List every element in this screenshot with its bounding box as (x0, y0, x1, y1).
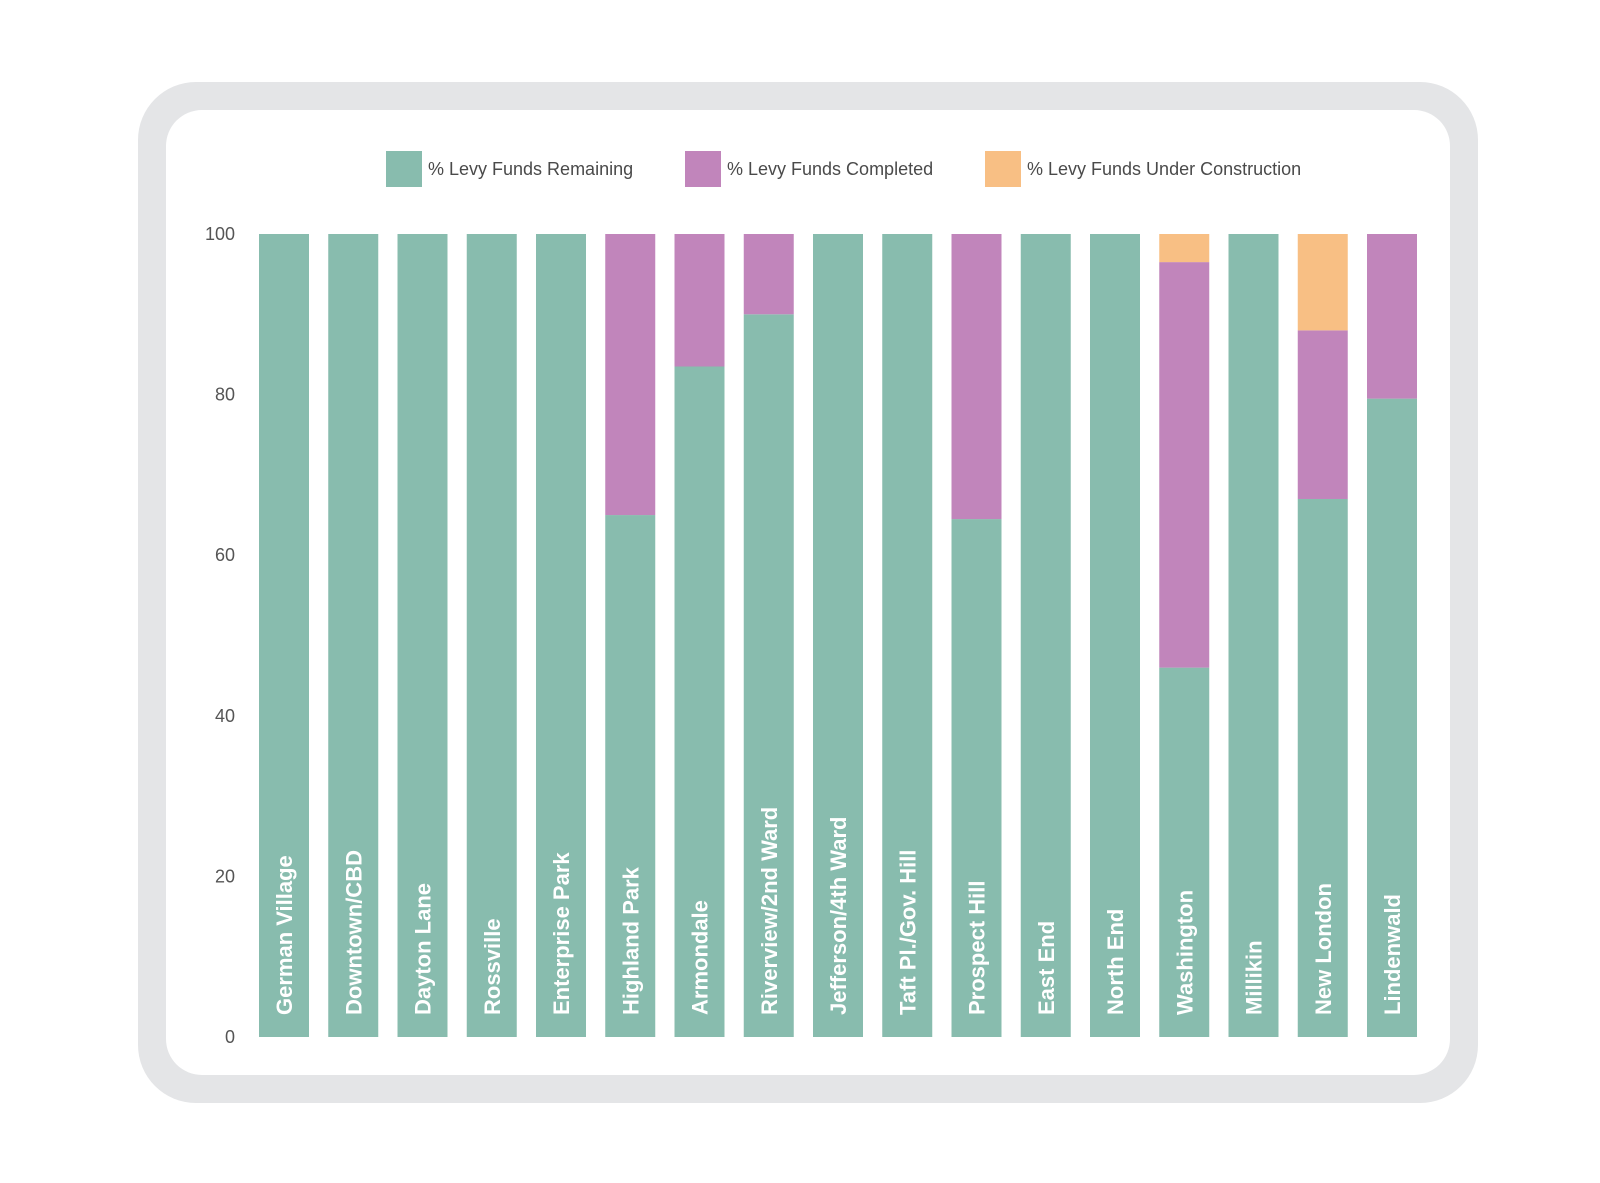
bar-segment-remaining (813, 234, 863, 1037)
bar-segment-completed (1297, 330, 1348, 499)
legend-label-completed: % Levy Funds Completed (727, 159, 934, 179)
y-tick-label: 100 (205, 224, 235, 244)
bar-segment-remaining (1297, 498, 1348, 1037)
category-label: Prospect Hill (965, 881, 990, 1015)
category-label: North End (1103, 909, 1128, 1015)
legend-swatch-remaining (386, 151, 422, 187)
legend-label-remaining: % Levy Funds Remaining (428, 159, 634, 179)
category-label: Washington (1172, 890, 1197, 1015)
bar-segment-completed (1367, 234, 1417, 399)
bar-segment-remaining (1367, 398, 1417, 1037)
bar-segment-construction (1159, 234, 1210, 263)
category-label: Enterprise Park (549, 852, 574, 1015)
bar-segment-remaining (674, 366, 725, 1037)
y-tick-label: 80 (215, 385, 235, 405)
legend-label-construction: % Levy Funds Under Construction (1027, 159, 1302, 179)
legend-swatch-construction (985, 151, 1021, 187)
bar-segment-completed (674, 234, 725, 367)
category-label: Jefferson/4th Ward (826, 817, 851, 1015)
category-label: Millikin (1242, 940, 1267, 1015)
bar-segment-remaining (605, 515, 656, 1037)
bar-segment-construction (1297, 234, 1348, 331)
category-label: Lindenwald (1380, 894, 1405, 1015)
bar-segment-remaining (1090, 234, 1140, 1037)
bar-segment-remaining (1020, 234, 1071, 1037)
category-label: East End (1034, 921, 1059, 1015)
y-tick-label: 20 (215, 866, 235, 886)
y-tick-label: 60 (215, 545, 235, 565)
category-label: Riverview/2nd Ward (757, 807, 782, 1015)
y-tick-label: 40 (215, 706, 235, 726)
bar-segment-completed (1159, 262, 1210, 668)
bar-segment-remaining (466, 234, 517, 1037)
bar-segment-completed (951, 234, 1002, 520)
bar-segment-completed (605, 234, 656, 516)
category-label: Armondale (688, 900, 713, 1015)
bar-segment-remaining (951, 519, 1002, 1037)
bar-segment-remaining (397, 234, 448, 1037)
category-label: Rossville (480, 918, 505, 1015)
category-label: Taft Pl./Gov. Hill (895, 850, 920, 1015)
bar-segment-remaining (1159, 667, 1210, 1037)
y-tick-label: 0 (225, 1027, 235, 1047)
bar-segment-remaining (259, 234, 309, 1037)
bar-segment-remaining (536, 234, 586, 1037)
bar-segment-remaining (882, 234, 933, 1037)
category-label: Highland Park (618, 866, 643, 1015)
bar-segment-remaining (328, 234, 379, 1037)
bar-segment-remaining (1228, 234, 1279, 1037)
bar-segment-remaining (743, 314, 794, 1037)
bar-segment-completed (743, 234, 794, 315)
category-label: German Village (272, 855, 297, 1015)
category-label: Downtown/CBD (341, 850, 366, 1015)
category-label: New London (1311, 883, 1336, 1015)
category-label: Dayton Lane (411, 883, 436, 1015)
legend-swatch-completed (685, 151, 721, 187)
